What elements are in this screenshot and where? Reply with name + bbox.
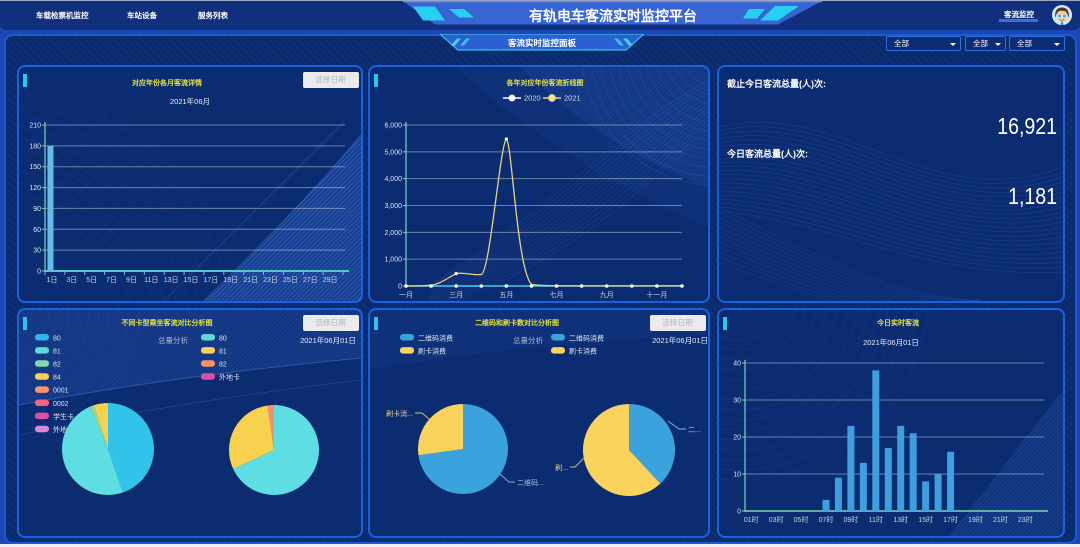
svg-text:二维码消费: 二维码消费 xyxy=(569,333,604,342)
svg-text:3日: 3日 xyxy=(66,276,77,284)
svg-text:2,000: 2,000 xyxy=(384,230,402,237)
svg-text:60: 60 xyxy=(33,227,41,234)
svg-text:11时: 11时 xyxy=(869,515,883,524)
svg-text:20: 20 xyxy=(733,435,741,442)
svg-text:6,000: 6,000 xyxy=(384,123,402,130)
svg-text:30: 30 xyxy=(733,398,741,405)
svg-text:7日: 7日 xyxy=(106,276,117,284)
svg-text:4,000: 4,000 xyxy=(384,176,402,183)
svg-text:10: 10 xyxy=(733,472,741,479)
svg-text:82: 82 xyxy=(219,362,227,369)
svg-text:210: 210 xyxy=(29,123,41,130)
svg-text:1日: 1日 xyxy=(47,276,58,284)
svg-text:81: 81 xyxy=(219,348,227,355)
svg-text:0: 0 xyxy=(737,509,741,516)
svg-text:90: 90 xyxy=(33,206,41,213)
svg-text:82: 82 xyxy=(53,362,61,369)
svg-text:23日: 23日 xyxy=(263,276,278,284)
svg-text:外地卡: 外地卡 xyxy=(219,373,240,382)
svg-text:27日: 27日 xyxy=(303,276,318,284)
svg-text:15时: 15时 xyxy=(918,515,933,524)
svg-text:九月: 九月 xyxy=(600,290,614,299)
svg-text:180: 180 xyxy=(29,143,41,150)
svg-text:81: 81 xyxy=(53,348,61,355)
svg-text:2020: 2020 xyxy=(524,94,541,103)
svg-text:40: 40 xyxy=(733,361,741,368)
svg-text:0002: 0002 xyxy=(53,401,69,408)
svg-text:25日: 25日 xyxy=(283,276,298,284)
svg-text:外地卡: 外地卡 xyxy=(53,425,74,434)
svg-text:9日: 9日 xyxy=(126,276,137,284)
svg-text:17时: 17时 xyxy=(943,515,958,524)
svg-text:80: 80 xyxy=(219,335,227,342)
svg-text:01时: 01时 xyxy=(744,515,759,524)
svg-text:150: 150 xyxy=(29,164,41,171)
svg-text:19日: 19日 xyxy=(223,276,238,284)
svg-text:11日: 11日 xyxy=(144,276,158,284)
svg-text:120: 120 xyxy=(29,185,41,192)
svg-text:21日: 21日 xyxy=(243,276,258,284)
svg-text:总量分析: 总量分析 xyxy=(513,335,543,345)
svg-text:03时: 03时 xyxy=(769,515,784,524)
svg-text:一月: 一月 xyxy=(399,291,413,299)
svg-text:30: 30 xyxy=(33,248,41,255)
svg-text:刷卡消费: 刷卡消费 xyxy=(418,346,446,355)
svg-text:15日: 15日 xyxy=(184,276,199,284)
svg-text:23时: 23时 xyxy=(1018,515,1033,524)
svg-text:二维码...: 二维码... xyxy=(517,478,544,487)
svg-text:刷...: 刷... xyxy=(555,464,568,472)
svg-text:13时: 13时 xyxy=(893,515,908,524)
svg-text:刷卡消...: 刷卡消... xyxy=(386,409,413,418)
svg-text:5,000: 5,000 xyxy=(384,149,402,156)
svg-text:二...: 二... xyxy=(688,427,701,434)
svg-text:29日: 29日 xyxy=(323,276,338,284)
svg-text:0: 0 xyxy=(398,284,402,291)
svg-text:五月: 五月 xyxy=(499,291,513,299)
svg-text:19时: 19时 xyxy=(968,515,983,524)
svg-text:1,000: 1,000 xyxy=(384,257,402,264)
svg-text:总量分析: 总量分析 xyxy=(158,335,188,345)
svg-text:09时: 09时 xyxy=(843,515,858,524)
svg-text:3,000: 3,000 xyxy=(384,203,402,210)
svg-text:三月: 三月 xyxy=(449,291,463,299)
svg-text:学生卡: 学生卡 xyxy=(53,412,74,421)
svg-text:2021: 2021 xyxy=(564,94,581,103)
svg-text:05时: 05时 xyxy=(794,515,809,524)
svg-text:十一月: 十一月 xyxy=(646,290,667,299)
svg-text:二维码消费: 二维码消费 xyxy=(418,333,453,342)
svg-text:07时: 07时 xyxy=(819,515,834,524)
svg-text:5日: 5日 xyxy=(86,276,97,284)
svg-text:80: 80 xyxy=(53,335,61,342)
svg-text:0: 0 xyxy=(37,269,41,276)
svg-text:21时: 21时 xyxy=(993,515,1008,524)
svg-text:2021年06月01日: 2021年06月01日 xyxy=(652,335,708,345)
svg-text:刷卡消费: 刷卡消费 xyxy=(569,346,597,355)
svg-text:17日: 17日 xyxy=(204,276,219,284)
svg-text:七月: 七月 xyxy=(550,290,564,299)
svg-text:0001: 0001 xyxy=(53,388,69,395)
svg-text:84: 84 xyxy=(53,375,61,382)
svg-text:2021年06月01日: 2021年06月01日 xyxy=(300,335,356,345)
svg-text:13日: 13日 xyxy=(164,276,179,284)
